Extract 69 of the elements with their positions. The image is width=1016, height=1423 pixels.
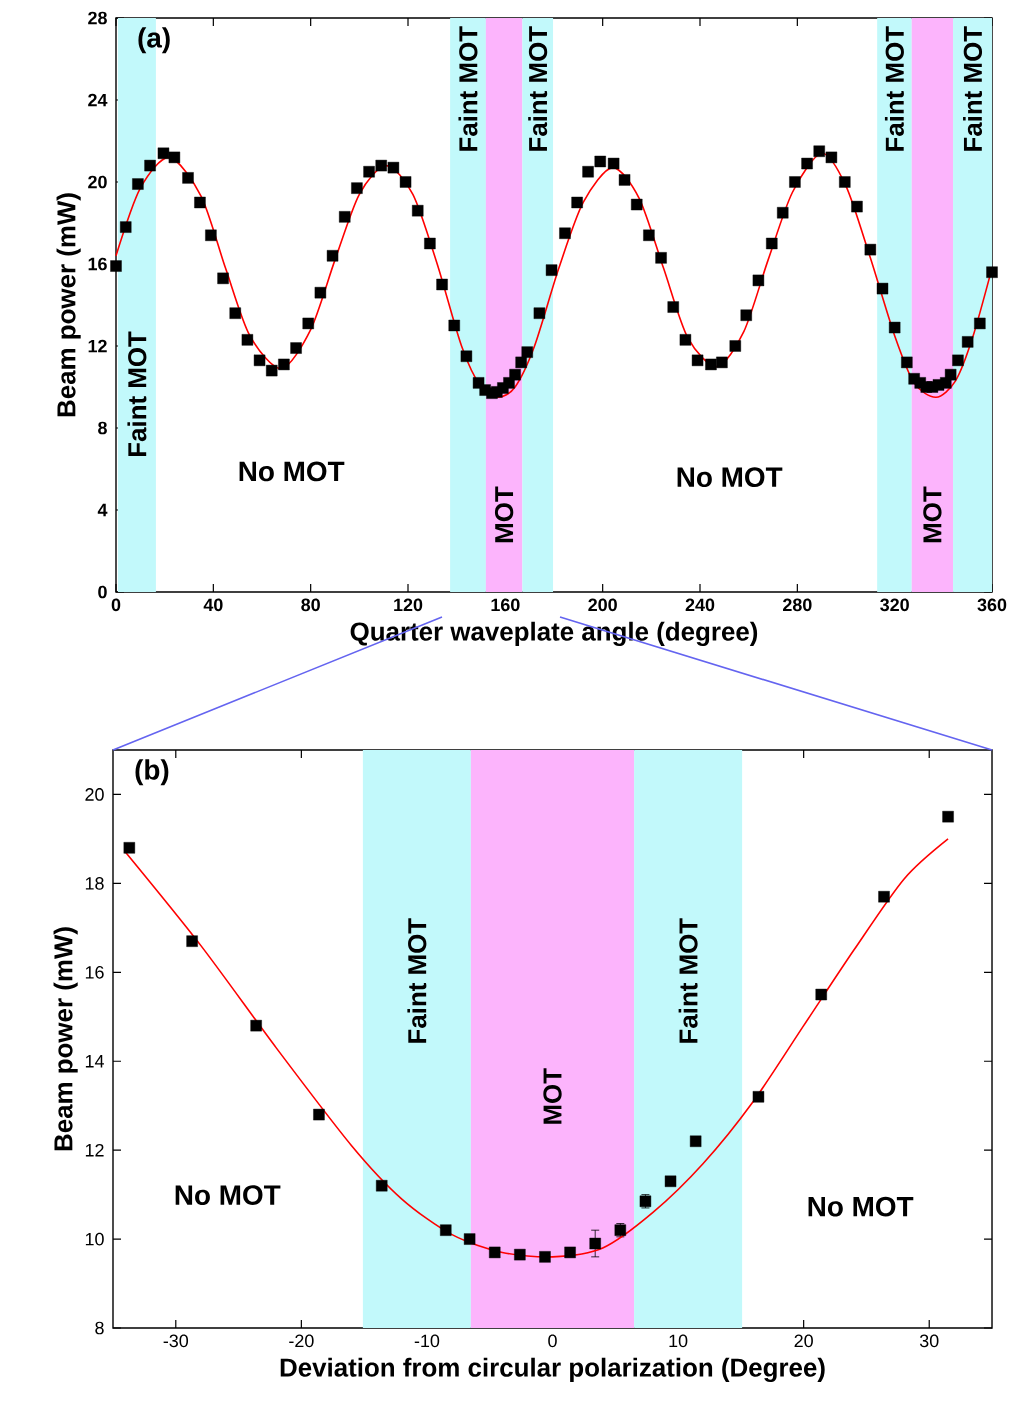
x-tick-label: 120 bbox=[394, 598, 423, 612]
point bbox=[942, 810, 954, 823]
x-tick-label: 80 bbox=[301, 598, 320, 612]
point bbox=[564, 1246, 576, 1259]
band-label: MOT bbox=[923, 486, 942, 543]
y-tick-label: 10 bbox=[85, 1232, 104, 1246]
y-tick-label: 20 bbox=[88, 175, 107, 189]
y-tick-label: 18 bbox=[85, 877, 104, 890]
x-tick-label: 360 bbox=[977, 598, 1007, 612]
x-tick-label: 0 bbox=[548, 1334, 557, 1348]
point bbox=[664, 1175, 677, 1187]
point bbox=[539, 1251, 551, 1263]
x-axis-title: Deviation from circular polarization (Degree) bbox=[280, 1357, 825, 1382]
annotation: No MOT bbox=[677, 467, 783, 488]
x-tick-label: 30 bbox=[919, 1334, 939, 1348]
band-label: Faint MOT bbox=[884, 26, 904, 151]
x-tick-label: 240 bbox=[685, 598, 715, 612]
band-label: Faint MOT bbox=[127, 331, 147, 457]
x-tick-label: 10 bbox=[669, 1334, 688, 1348]
point bbox=[689, 1135, 702, 1147]
band-label: MOT bbox=[494, 486, 514, 543]
band-label: Faint MOT bbox=[678, 918, 698, 1043]
point bbox=[250, 1019, 262, 1032]
x-tick-label: 200 bbox=[588, 598, 617, 612]
point bbox=[186, 935, 198, 947]
point bbox=[376, 1180, 388, 1192]
point bbox=[463, 1233, 476, 1245]
band-label: MOT bbox=[543, 1068, 562, 1124]
y-tick-label: 12 bbox=[85, 1143, 104, 1157]
y-tick-label: 28 bbox=[88, 11, 107, 25]
y-tick-label: 0 bbox=[98, 585, 107, 599]
point bbox=[514, 1248, 526, 1261]
y-axis-title: Beam power (mW) bbox=[56, 193, 81, 417]
x-tick-label: 160 bbox=[491, 598, 520, 612]
x-tick-label: 320 bbox=[880, 598, 909, 612]
y-tick-label: 16 bbox=[88, 257, 107, 271]
band-label: Faint MOT bbox=[407, 918, 427, 1043]
band-label: Faint MOT bbox=[528, 26, 548, 151]
x-tick-label: -30 bbox=[163, 1334, 189, 1348]
y-tick-label: 12 bbox=[88, 339, 107, 353]
y-tick-label: 4 bbox=[97, 503, 108, 517]
x-tick-label: -20 bbox=[289, 1334, 314, 1348]
point bbox=[489, 1246, 501, 1259]
y-tick-label: 14 bbox=[85, 1055, 104, 1068]
x-tick-label: 20 bbox=[794, 1334, 813, 1348]
y-tick-label: 24 bbox=[88, 93, 108, 107]
point bbox=[752, 1091, 765, 1103]
point bbox=[878, 891, 890, 903]
x-tick-label: 280 bbox=[783, 598, 812, 612]
y-tick-label: 16 bbox=[85, 965, 104, 979]
annotation: No MOT bbox=[175, 1185, 281, 1205]
y-tick-label: 20 bbox=[85, 788, 104, 801]
y-axis-title: Beam power (mW) bbox=[53, 927, 78, 1151]
y-tick-label: 8 bbox=[98, 421, 107, 435]
point bbox=[313, 1108, 325, 1121]
band-label: Faint MOT bbox=[458, 26, 478, 151]
x-tick-label: 40 bbox=[203, 598, 223, 612]
annotation: No MOT bbox=[239, 461, 345, 482]
y-tick-label: 8 bbox=[95, 1321, 104, 1335]
point bbox=[123, 842, 136, 854]
annotation: No MOT bbox=[808, 1196, 914, 1217]
x-tick-label: -10 bbox=[414, 1334, 440, 1348]
x-tick-label: 0 bbox=[111, 598, 121, 612]
band-label: Faint MOT bbox=[963, 26, 983, 151]
chart-title: (b) bbox=[135, 759, 169, 786]
chart-title: (a) bbox=[138, 27, 170, 54]
point bbox=[440, 1224, 452, 1236]
point bbox=[815, 988, 827, 1001]
point bbox=[589, 1237, 601, 1250]
